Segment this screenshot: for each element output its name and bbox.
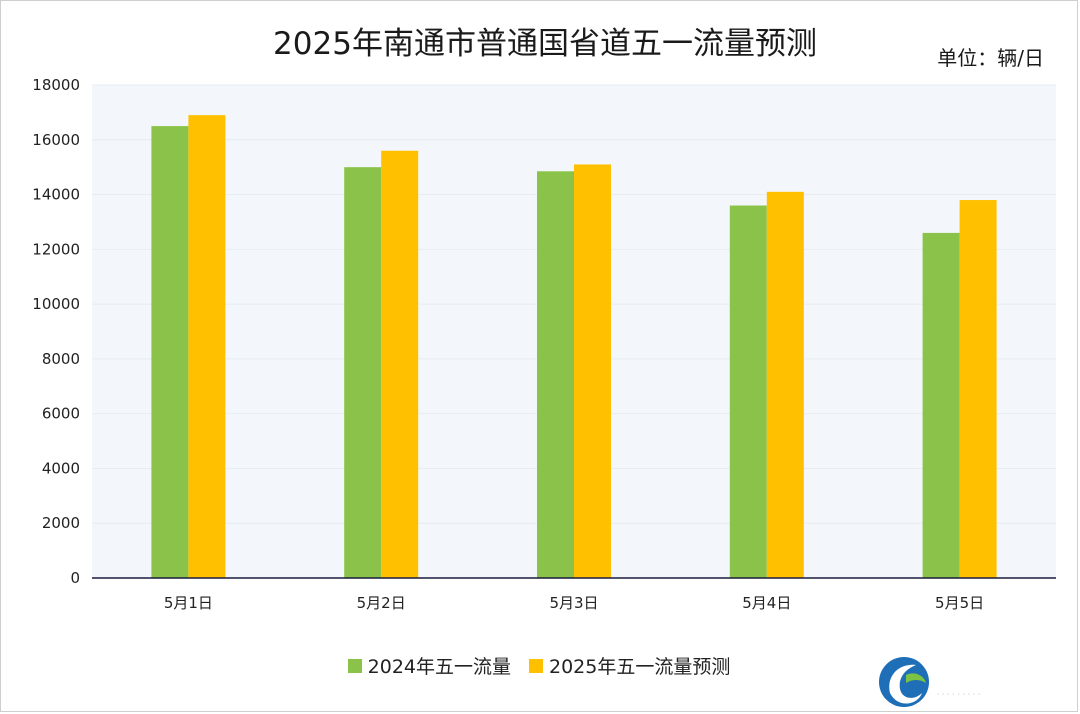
y-tick-label: 16000 (32, 131, 80, 149)
bar-2025 (766, 191, 804, 579)
watermark: ········· (936, 688, 983, 703)
x-tick-label: 5月2日 (357, 594, 406, 612)
y-tick-label: 12000 (32, 240, 80, 258)
y-tick-label: 14000 (32, 186, 80, 204)
legend-item-2024: 2024年五一流量 (347, 652, 511, 679)
bar-2025 (188, 115, 226, 578)
bar-chart: 0 2000 4000 6000 8000 10000 12000 14000 16000 180… (32, 76, 1056, 612)
bar-2025 (959, 200, 997, 579)
y-tick-label: 0 (70, 569, 80, 587)
y-tick-label: 4000 (42, 459, 80, 477)
legend-swatch-2025 (529, 658, 543, 673)
legend-label-2024: 2024年五一流量 (367, 656, 511, 678)
bar-2024 (922, 232, 960, 578)
bar-2024 (151, 126, 189, 578)
x-tick-label: 5月4日 (742, 594, 791, 612)
legend-swatch-2024 (347, 658, 362, 673)
bar-2024 (729, 205, 767, 578)
x-tick-label: 5月5日 (935, 594, 984, 612)
x-tick-label: 5月1日 (164, 594, 213, 612)
legend-item-2025: 2025年五一流量预测 (529, 652, 730, 679)
bar-2024 (344, 167, 382, 578)
bar-2025 (574, 164, 611, 578)
y-tick-label: 6000 (42, 405, 80, 423)
y-tick-label: 10000 (32, 295, 80, 313)
x-tick-label: 5月3日 (549, 594, 598, 612)
y-tick-label: 8000 (42, 350, 80, 368)
legend-label-2025: 2025年五一流量预测 (549, 656, 731, 678)
legend: 2024年五一流量 2025年五一流量预测 (0, 652, 1078, 679)
unit-label: 单位：辆/日 (937, 46, 1044, 70)
swirl-logo-icon (879, 657, 929, 707)
chart-title: 2025年南通市普通国省道五一流量预测 (273, 26, 817, 62)
bar-2025 (381, 150, 419, 578)
y-tick-label: 18000 (32, 76, 80, 94)
y-tick-label: 2000 (42, 514, 80, 532)
bar-2024 (537, 171, 574, 578)
